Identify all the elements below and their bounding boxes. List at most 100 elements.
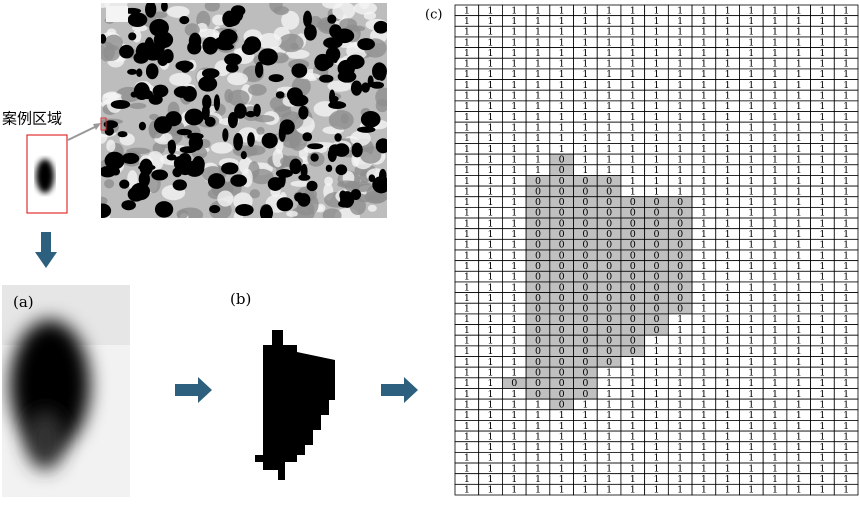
cell-value: 0 (630, 314, 636, 325)
cell-value: 1 (464, 314, 470, 325)
cell-value: 0 (606, 293, 612, 304)
cell-value: 1 (796, 378, 802, 389)
cell-value: 1 (772, 69, 778, 80)
cell-value: 0 (630, 325, 636, 336)
cell-value: 1 (819, 304, 825, 315)
cell-value: 1 (677, 123, 683, 134)
binary-shape (255, 330, 335, 480)
cell-value: 1 (677, 16, 683, 27)
cell-value: 1 (582, 431, 588, 442)
cell-value: 0 (606, 261, 612, 272)
cell-value: 1 (701, 293, 707, 304)
cell-value: 1 (464, 16, 470, 27)
cell-value: 0 (630, 272, 636, 283)
pore (253, 104, 261, 117)
cell-value: 1 (748, 5, 754, 16)
cell-value: 1 (535, 485, 541, 496)
pore (326, 165, 332, 172)
pore (332, 50, 338, 63)
cell-value: 1 (488, 5, 494, 16)
pore (173, 179, 187, 190)
cell-value: 0 (559, 208, 565, 219)
cell-value: 1 (843, 176, 849, 187)
cell-value: 0 (582, 197, 588, 208)
cell-value: 1 (511, 91, 517, 102)
cell-value: 1 (677, 154, 683, 165)
cell-value: 1 (606, 442, 612, 453)
cell-value: 1 (701, 272, 707, 283)
cell-value: 0 (535, 325, 541, 336)
cell-value: 1 (772, 314, 778, 325)
cell-value: 1 (701, 453, 707, 464)
cell-value: 1 (843, 463, 849, 474)
pore (179, 16, 189, 24)
cell-value: 1 (701, 250, 707, 261)
cell-value: 1 (796, 442, 802, 453)
pore (370, 82, 384, 89)
cell-value: 0 (653, 304, 659, 315)
cell-value: 1 (796, 346, 802, 357)
cell-value: 1 (606, 368, 612, 379)
cell-value: 1 (535, 59, 541, 70)
cell-value: 0 (559, 197, 565, 208)
cell-value: 0 (559, 357, 565, 368)
cell-value: 1 (819, 421, 825, 432)
cell-value: 1 (653, 368, 659, 379)
cell-value: 0 (559, 368, 565, 379)
cell-value: 1 (535, 69, 541, 80)
cell-value: 1 (772, 48, 778, 59)
cell-value: 1 (511, 197, 517, 208)
cell-value: 1 (464, 250, 470, 261)
cell-value: 1 (796, 176, 802, 187)
cell-value: 1 (843, 410, 849, 421)
cell-value: 1 (725, 208, 731, 219)
cell-value: 1 (796, 59, 802, 70)
cell-value: 0 (606, 336, 612, 347)
cell-value: 1 (843, 378, 849, 389)
cell-value: 1 (725, 218, 731, 229)
cell-value: 1 (701, 27, 707, 38)
cell-value: 1 (488, 282, 494, 293)
cell-value: 0 (535, 357, 541, 368)
cell-value: 0 (559, 165, 565, 176)
cell-value: 0 (653, 325, 659, 336)
cell-value: 1 (772, 346, 778, 357)
cell-value: 1 (796, 261, 802, 272)
texture (273, 6, 289, 15)
cell-value: 0 (582, 186, 588, 197)
cell-value: 0 (582, 325, 588, 336)
cell-value: 1 (796, 485, 802, 496)
cell-value: 1 (677, 431, 683, 442)
label-c: (c) (425, 8, 442, 23)
cell-value: 1 (725, 485, 731, 496)
cell-value: 1 (725, 123, 731, 134)
cell-value: 1 (535, 80, 541, 91)
cell-value: 1 (701, 336, 707, 347)
cell-value: 1 (748, 314, 754, 325)
down-arrow (35, 232, 57, 268)
cell-value: 1 (606, 165, 612, 176)
cell-value: 1 (606, 474, 612, 485)
cell-value: 1 (464, 197, 470, 208)
cell-value: 0 (559, 304, 565, 315)
cell-value: 1 (819, 144, 825, 155)
cell-value: 1 (772, 101, 778, 112)
cell-value: 1 (748, 282, 754, 293)
cell-value: 1 (772, 421, 778, 432)
cell-value: 1 (653, 431, 659, 442)
pore (352, 143, 363, 158)
cell-value: 1 (630, 69, 636, 80)
cell-value: 1 (748, 27, 754, 38)
cell-value: 1 (748, 389, 754, 400)
cell-value: 1 (748, 463, 754, 474)
cell-value: 1 (701, 474, 707, 485)
cell-value: 1 (772, 59, 778, 70)
region-label: 案例区域 (2, 110, 62, 128)
pore (334, 29, 354, 44)
cell-value: 1 (725, 336, 731, 347)
cell-value: 1 (725, 410, 731, 421)
cell-value: 1 (725, 91, 731, 102)
cell-value: 1 (630, 176, 636, 187)
cell-value: 0 (559, 325, 565, 336)
cell-value: 0 (582, 218, 588, 229)
